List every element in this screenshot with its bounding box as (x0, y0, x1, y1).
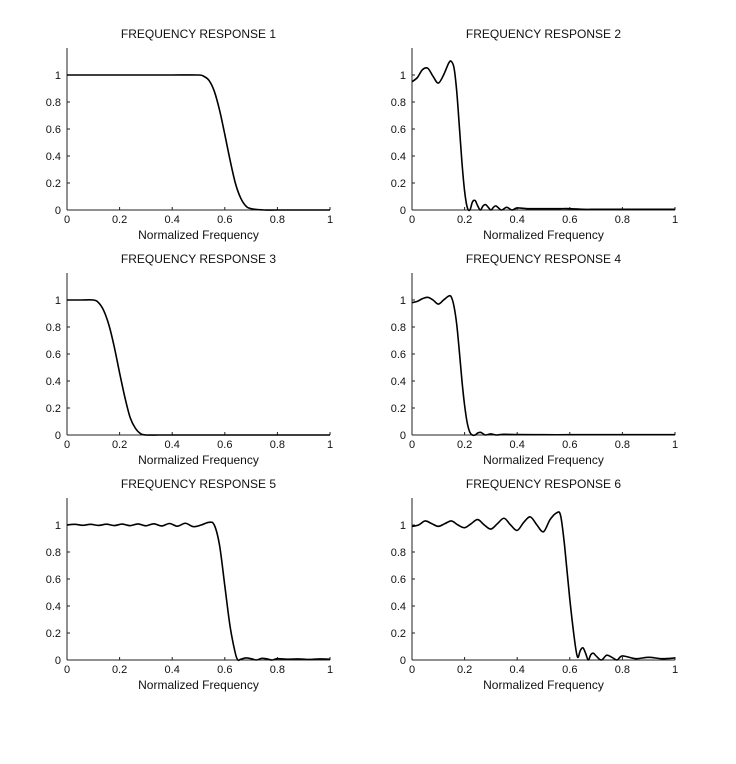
x-axis-label: Normalized Frequency (138, 678, 259, 692)
y-tick-label: 0.6 (391, 574, 406, 586)
y-tick-label: 0.8 (46, 322, 61, 334)
y-tick-label: 0 (400, 655, 406, 667)
y-tick-label: 1 (55, 295, 61, 307)
x-tick-label: 0 (409, 214, 415, 226)
chart-title: FREQUENCY RESPONSE 3 (121, 252, 276, 266)
x-tick-label: 0.8 (270, 664, 285, 676)
x-axis-label: Normalized Frequency (483, 453, 604, 467)
x-axis-label: Normalized Frequency (483, 678, 604, 692)
x-tick-label: 0.8 (615, 439, 630, 451)
y-tick-label: 0.8 (391, 97, 406, 109)
frequency-response-curve (66, 299, 330, 436)
y-tick-label: 0.8 (46, 547, 61, 559)
x-tick-label: 0.2 (112, 664, 127, 676)
x-axis-label: Normalized Frequency (138, 453, 259, 467)
x-tick-label: 0.2 (457, 439, 472, 451)
subplot-2: FREQUENCY RESPONSE 2 0 0.2 0.4 0.6 0.8 1 0 0.2 0.… (391, 27, 678, 242)
x-tick-label: 0.2 (457, 664, 472, 676)
x-tick-label: 0.8 (270, 439, 285, 451)
y-tick-label: 0.4 (46, 601, 61, 613)
frequency-response-curve (411, 294, 675, 437)
y-tick-label: 0.2 (391, 178, 406, 190)
x-tick-label: 1 (327, 214, 333, 226)
x-tick-label: 0 (409, 664, 415, 676)
y-tick-label: 0.4 (391, 376, 406, 388)
x-tick-label: 0.8 (615, 214, 630, 226)
y-tick-label: 0.6 (46, 574, 61, 586)
subplot-4: FREQUENCY RESPONSE 4 0 0.2 0.4 0.6 0.8 1 0 0.2 0.… (391, 252, 678, 467)
y-tick-label: 0.4 (46, 376, 61, 388)
chart-title: FREQUENCY RESPONSE 6 (466, 477, 621, 491)
x-tick-label: 0.6 (217, 664, 232, 676)
y-tick-label: 0.2 (391, 403, 406, 415)
x-axis-label: Normalized Frequency (483, 228, 604, 242)
subplot-5: FREQUENCY RESPONSE 5 0 0.2 0.4 0.6 0.8 1 0 0.2 0.… (46, 477, 333, 692)
subplot-3: FREQUENCY RESPONSE 3 0 0.2 0.4 0.6 0.8 1 0 0.2 0.… (46, 252, 333, 467)
x-tick-label: 0.4 (510, 664, 525, 676)
x-tick-label: 0.6 (562, 664, 577, 676)
x-tick-label: 0 (409, 439, 415, 451)
x-tick-label: 0.4 (165, 664, 180, 676)
y-tick-label: 1 (400, 520, 406, 532)
frequency-response-curve (411, 60, 675, 212)
y-tick-label: 1 (55, 70, 61, 82)
y-tick-label: 0.4 (46, 151, 61, 163)
y-tick-label: 1 (55, 520, 61, 532)
y-tick-label: 0 (55, 205, 61, 217)
y-tick-label: 0.6 (46, 124, 61, 136)
y-tick-label: 0.8 (46, 97, 61, 109)
x-tick-label: 1 (327, 439, 333, 451)
subplot-6: FREQUENCY RESPONSE 6 0 0.2 0.4 0.6 0.8 1 0 0.2 0.… (391, 477, 678, 692)
chart-title: FREQUENCY RESPONSE 2 (466, 27, 621, 41)
y-tick-label: 0.4 (391, 151, 406, 163)
y-tick-label: 0 (400, 205, 406, 217)
x-tick-label: 0.4 (510, 439, 525, 451)
chart-title: FREQUENCY RESPONSE 1 (121, 27, 276, 41)
y-tick-label: 0 (55, 655, 61, 667)
x-tick-label: 0 (64, 664, 70, 676)
y-tick-label: 0.6 (46, 349, 61, 361)
y-tick-label: 0.8 (391, 547, 406, 559)
x-tick-label: 0.8 (615, 664, 630, 676)
frequency-response-curve (66, 74, 330, 211)
x-tick-label: 0.8 (270, 214, 285, 226)
y-tick-label: 1 (400, 295, 406, 307)
x-tick-label: 1 (672, 214, 678, 226)
x-tick-label: 0.2 (457, 214, 472, 226)
y-tick-label: 0.4 (391, 601, 406, 613)
x-tick-label: 0.6 (217, 214, 232, 226)
x-tick-label: 0 (64, 439, 70, 451)
y-tick-label: 0.2 (46, 628, 61, 640)
x-tick-label: 1 (672, 664, 678, 676)
y-tick-label: 0.2 (46, 178, 61, 190)
subplot-1: FREQUENCY RESPONSE 1 0 0.2 0.4 0.6 0.8 1 0 0.2 0.… (46, 27, 333, 242)
y-tick-label: 0.2 (46, 403, 61, 415)
y-tick-label: 1 (400, 70, 406, 82)
frequency-response-curve (66, 521, 331, 662)
x-tick-label: 0.2 (112, 214, 127, 226)
x-tick-label: 0.4 (165, 439, 180, 451)
x-tick-label: 1 (672, 439, 678, 451)
x-tick-label: 0.6 (217, 439, 232, 451)
y-tick-label: 0.8 (391, 322, 406, 334)
y-tick-label: 0 (400, 430, 406, 442)
x-tick-label: 0.4 (165, 214, 180, 226)
y-tick-label: 0.2 (391, 628, 406, 640)
y-tick-label: 0 (55, 430, 61, 442)
x-tick-label: 0.6 (562, 214, 577, 226)
y-tick-label: 0.6 (391, 349, 406, 361)
x-tick-label: 0.6 (562, 439, 577, 451)
x-axis-label: Normalized Frequency (138, 228, 259, 242)
x-tick-label: 0 (64, 214, 70, 226)
chart-title: FREQUENCY RESPONSE 5 (121, 477, 276, 491)
x-tick-label: 0.4 (510, 214, 525, 226)
x-tick-label: 0.2 (112, 439, 127, 451)
y-tick-label: 0.6 (391, 124, 406, 136)
frequency-response-curve (411, 511, 676, 661)
chart-title: FREQUENCY RESPONSE 4 (466, 252, 621, 266)
x-tick-label: 1 (327, 664, 333, 676)
